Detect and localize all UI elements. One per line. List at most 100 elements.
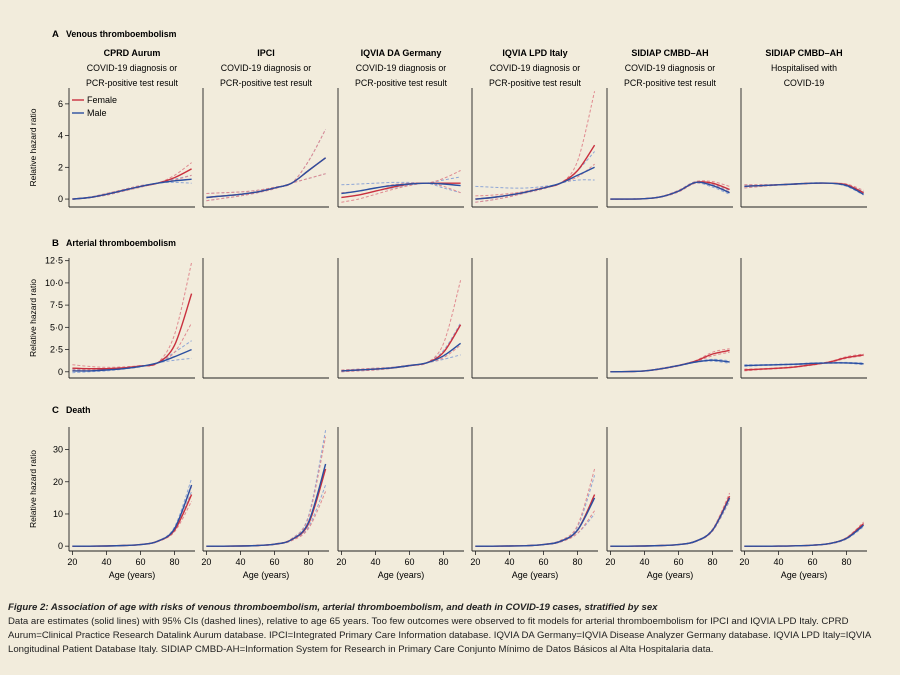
female-ci-upper-line bbox=[341, 170, 461, 194]
column-subtitle: Hospitalised with bbox=[771, 63, 837, 73]
caption-text: Data are estimates (solid lines) with 95… bbox=[8, 616, 871, 655]
male-ci-lower-line bbox=[610, 500, 731, 547]
x-tick-label: 20 bbox=[605, 557, 615, 567]
male-estimate-line bbox=[610, 497, 731, 547]
male-ci-upper-line bbox=[475, 475, 596, 547]
column-title: IQVIA LPD Italy bbox=[502, 48, 567, 58]
panel-lines bbox=[72, 262, 193, 374]
x-axis-label: Age (years) bbox=[378, 570, 425, 580]
male-ci-lower-line bbox=[744, 526, 864, 547]
female-ci-lower-line bbox=[744, 524, 864, 547]
panel-lines bbox=[206, 129, 327, 202]
female-ci-upper-line bbox=[475, 468, 596, 547]
female-ci-lower-line bbox=[610, 351, 730, 373]
female-estimate-line bbox=[744, 354, 864, 371]
panel-lines bbox=[72, 162, 192, 200]
female-ci-upper-line bbox=[72, 162, 192, 200]
column-title: IQVIA DA Germany bbox=[361, 48, 442, 58]
female-ci-lower-line bbox=[72, 500, 193, 547]
y-tick-label: 20 bbox=[53, 477, 63, 487]
male-ci-lower-line bbox=[72, 491, 193, 547]
column-title: SIDIAP CMBD–AH bbox=[765, 48, 842, 58]
female-estimate-line bbox=[206, 468, 327, 547]
section-letter: A bbox=[52, 29, 59, 40]
column-subtitle: COVID-19 bbox=[784, 78, 825, 88]
male-estimate-line bbox=[72, 348, 192, 372]
male-ci-upper-line bbox=[72, 340, 192, 371]
y-tick-label: 10·0 bbox=[45, 278, 63, 288]
female-estimate-line bbox=[341, 324, 462, 372]
male-ci-lower-line bbox=[744, 182, 864, 196]
female-ci-lower-line bbox=[341, 344, 461, 373]
female-estimate-line bbox=[206, 157, 327, 199]
y-tick-label: 0 bbox=[58, 367, 63, 377]
x-tick-label: 40 bbox=[370, 557, 380, 567]
column-subtitle: COVID-19 diagnosis or bbox=[490, 63, 581, 73]
male-estimate-line bbox=[206, 463, 327, 547]
figure-caption: Figure 2: Association of age with risks … bbox=[8, 601, 892, 657]
y-tick-label: 7·5 bbox=[50, 300, 63, 310]
x-tick-label: 20 bbox=[470, 557, 480, 567]
male-estimate-line bbox=[744, 362, 864, 367]
y-tick-label: 0 bbox=[58, 541, 63, 551]
female-estimate-line bbox=[72, 168, 192, 200]
male-estimate-line bbox=[475, 166, 595, 200]
column-subtitle: PCR-positive test result bbox=[86, 78, 178, 88]
panel-lines bbox=[341, 170, 461, 203]
male-ci-lower-line bbox=[206, 173, 326, 202]
x-tick-label: 40 bbox=[639, 557, 649, 567]
x-tick-label: 20 bbox=[739, 557, 749, 567]
panel-lines bbox=[341, 280, 462, 373]
x-axis-label: Age (years) bbox=[512, 570, 559, 580]
female-ci-lower-line bbox=[475, 163, 595, 203]
x-axis-label: Age (years) bbox=[781, 570, 828, 580]
x-tick-label: 60 bbox=[136, 557, 146, 567]
female-ci-upper-line bbox=[744, 521, 864, 547]
panel-lines bbox=[475, 468, 596, 547]
panel-lines bbox=[610, 348, 730, 373]
female-estimate-line bbox=[610, 495, 731, 547]
male-estimate-line bbox=[610, 181, 730, 200]
male-ci-lower-line bbox=[341, 182, 461, 198]
y-axis-label: Relative hazard ratio bbox=[28, 450, 38, 528]
panel-lines bbox=[744, 182, 864, 196]
male-ci-lower-line bbox=[72, 357, 192, 374]
column-subtitle: COVID-19 diagnosis or bbox=[87, 63, 178, 73]
female-ci-upper-line bbox=[206, 129, 327, 194]
male-ci-lower-line bbox=[610, 360, 730, 373]
female-ci-lower-line bbox=[341, 182, 461, 203]
female-ci-lower-line bbox=[206, 173, 326, 202]
column-subtitle: PCR-positive test result bbox=[624, 78, 716, 88]
female-ci-lower-line bbox=[744, 355, 864, 372]
male-ci-lower-line bbox=[206, 484, 327, 547]
male-ci-upper-line bbox=[206, 129, 327, 194]
y-axis-label: Relative hazard ratio bbox=[28, 108, 38, 186]
male-estimate-line bbox=[744, 182, 864, 195]
y-tick-label: 4 bbox=[58, 131, 63, 141]
panel-lines bbox=[475, 91, 596, 203]
male-ci-upper-line bbox=[610, 494, 731, 547]
section-letter: C bbox=[52, 405, 59, 416]
panel-lines bbox=[206, 430, 327, 547]
x-tick-label: 80 bbox=[573, 557, 583, 567]
male-ci-upper-line bbox=[72, 478, 193, 547]
male-estimate-line bbox=[341, 342, 462, 372]
x-tick-label: 80 bbox=[708, 557, 718, 567]
x-tick-label: 80 bbox=[439, 557, 449, 567]
x-tick-label: 60 bbox=[808, 557, 818, 567]
y-tick-label: 30 bbox=[53, 445, 63, 455]
column-subtitle: COVID-19 diagnosis or bbox=[356, 63, 447, 73]
female-estimate-line bbox=[475, 494, 596, 547]
male-ci-upper-line bbox=[341, 176, 461, 186]
x-tick-label: 40 bbox=[101, 557, 111, 567]
x-tick-label: 20 bbox=[201, 557, 211, 567]
female-ci-upper-line bbox=[72, 262, 193, 368]
column-subtitle: PCR-positive test result bbox=[489, 78, 581, 88]
male-ci-upper-line bbox=[610, 180, 730, 200]
female-ci-upper-line bbox=[744, 353, 864, 370]
x-tick-label: 60 bbox=[674, 557, 684, 567]
y-tick-label: 6 bbox=[58, 99, 63, 109]
x-tick-label: 60 bbox=[539, 557, 549, 567]
female-estimate-line bbox=[610, 181, 730, 200]
x-axis-label: Age (years) bbox=[647, 570, 694, 580]
